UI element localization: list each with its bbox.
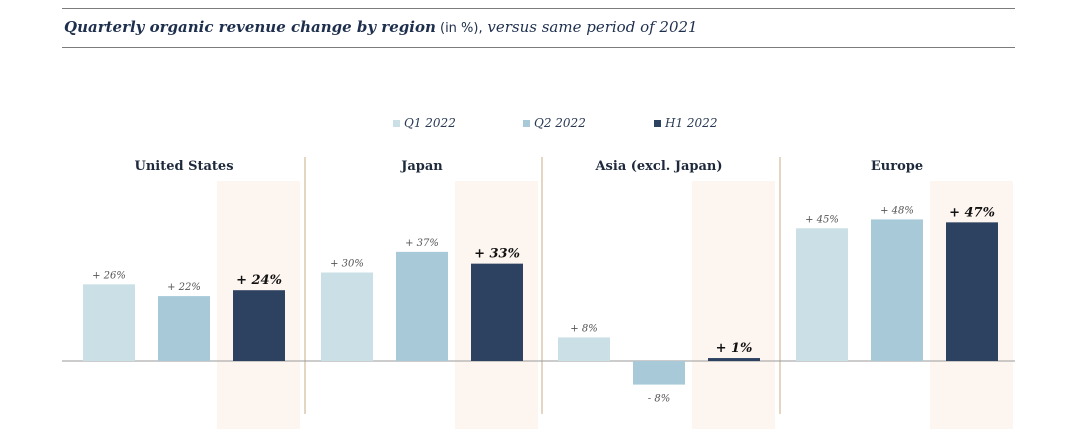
value-label-1-0: + 22% (167, 282, 201, 293)
legend-swatch-q2 (523, 119, 530, 127)
value-label-2-2: + 1% (716, 341, 753, 356)
title-top-rule (62, 8, 1015, 9)
bar-0-0 (83, 284, 135, 361)
title-unit: (in %), (435, 21, 483, 36)
title-bottom-rule (62, 47, 1015, 48)
highlight-band-2 (692, 181, 775, 429)
value-label-2-0: + 24% (236, 273, 282, 288)
bar-2-1 (471, 263, 523, 361)
bar-1-3 (871, 219, 923, 361)
legend-swatch-h1 (654, 119, 661, 127)
category-label-3: Europe (871, 159, 923, 174)
legend-item-q2: Q2 2022 (523, 116, 586, 130)
bar-2-2 (708, 358, 760, 361)
value-label-0-3: + 45% (805, 214, 839, 225)
legend-item-q1: Q1 2022 (393, 116, 456, 130)
value-label-2-1: + 33% (474, 247, 520, 262)
legend-swatch-q1 (393, 119, 400, 127)
legend: Q1 2022 Q2 2022 H1 2022 (0, 116, 1080, 132)
bar-2-3 (946, 222, 998, 361)
title-sub: versus same period of 2021 (482, 18, 698, 36)
category-label-2: Asia (excl. Japan) (594, 159, 722, 174)
value-label-1-1: + 37% (405, 238, 439, 249)
value-label-2-3: + 47% (949, 205, 995, 220)
bar-0-2 (558, 337, 610, 361)
bar-1-2 (633, 361, 685, 385)
value-label-0-1: + 30% (330, 259, 364, 270)
value-label-0-2: + 8% (570, 323, 597, 334)
bar-0-3 (796, 228, 848, 361)
legend-label-q1: Q1 2022 (404, 116, 456, 130)
bar-0-1 (321, 272, 373, 361)
value-label-1-2: - 8% (648, 394, 670, 405)
chart-title: Quarterly organic revenue change by regi… (64, 18, 698, 36)
title-main: Quarterly organic revenue change by regi… (64, 18, 436, 36)
category-label-1: Japan (400, 159, 443, 174)
bar-2-0 (233, 290, 285, 361)
legend-label-q2: Q2 2022 (534, 116, 586, 130)
value-label-0-0: + 26% (92, 270, 126, 281)
bar-1-0 (158, 296, 210, 361)
legend-item-h1: H1 2022 (654, 116, 717, 130)
category-label-0: United States (134, 159, 233, 174)
legend-label-h1: H1 2022 (665, 116, 718, 130)
bar-1-1 (396, 251, 448, 361)
value-label-1-3: + 48% (880, 205, 914, 216)
